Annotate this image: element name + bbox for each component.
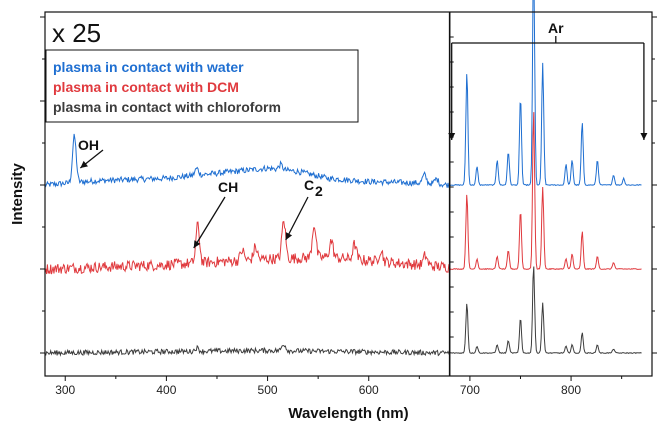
annotation-ch: CH — [218, 179, 238, 195]
scale-label: x 25 — [52, 18, 101, 48]
x-tick-label-400: 400 — [156, 383, 176, 397]
annotation-ch-arrow-shaft — [193, 196, 226, 249]
legend-entry-1: plasma in contact with DCM — [53, 79, 239, 95]
ar-bracket-right-arrow-head — [640, 133, 648, 140]
spectrum-series-0 — [44, 0, 642, 188]
spectrum-series-1 — [44, 112, 642, 275]
axis-ticks: 300 400 500 600 700 800 — [40, 16, 657, 397]
legend: plasma in contact with water plasma in co… — [45, 49, 359, 123]
annotation-c2-subscript: 2 — [315, 183, 323, 199]
x-axis-title: Wavelength (nm) — [288, 405, 408, 422]
legend-entry-2: plasma in contact with chloroform — [53, 99, 281, 115]
y-axis-title: Intensity — [9, 163, 26, 225]
x-tick-label-700: 700 — [460, 383, 480, 397]
legend-entry-0: plasma in contact with water — [53, 59, 244, 75]
plot-frame — [44, 11, 653, 377]
x-tick-label-500: 500 — [258, 383, 278, 397]
annotation-ar: Ar — [548, 20, 564, 36]
annotation-ch-arrow-head — [193, 240, 201, 248]
spectra-layer — [44, 0, 642, 357]
annotation-c2-arrow-head — [285, 232, 293, 240]
annotation-oh-arrow-head — [80, 160, 88, 168]
annotation-c2-arrow-shaft — [285, 196, 309, 241]
x-tick-label-600: 600 — [359, 383, 379, 397]
x-tick-label-800: 800 — [561, 383, 581, 397]
spectrum-series-2 — [44, 266, 642, 357]
x-tick-label-300: 300 — [55, 383, 75, 397]
legend-box — [45, 49, 359, 123]
annotation-oh: OH — [78, 137, 99, 153]
annotations: OH CH C 2 Ar — [78, 20, 648, 249]
ar-bracket-left-arrow-head — [448, 133, 456, 140]
annotation-c2: C — [304, 177, 314, 193]
